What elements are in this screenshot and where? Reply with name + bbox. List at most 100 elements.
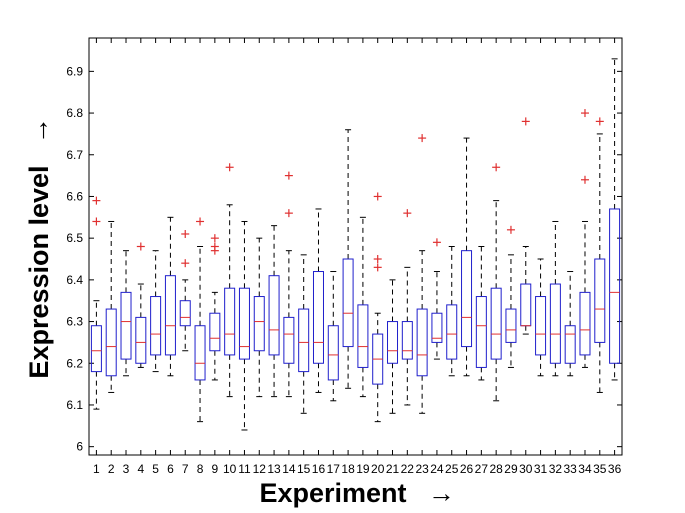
x-tick-label: 17 xyxy=(327,462,341,476)
y-tick-label: 6.9 xyxy=(66,64,83,78)
outlier-marker xyxy=(210,242,219,251)
x-tick-label: 22 xyxy=(401,462,415,476)
box-iqr xyxy=(609,208,621,364)
x-tick-label: 7 xyxy=(182,462,189,476)
box-iqr xyxy=(194,325,206,381)
box-experiment-3 xyxy=(120,250,132,377)
y-tick-label: 6.2 xyxy=(66,356,83,370)
y-tick-label: 6.6 xyxy=(66,189,83,203)
box-experiment-33 xyxy=(564,271,576,377)
box-iqr xyxy=(505,308,517,343)
box-iqr xyxy=(298,308,310,373)
box-iqr xyxy=(342,258,354,348)
box-iqr xyxy=(357,304,369,368)
x-axis-arrow-glyph: → xyxy=(428,478,455,508)
y-tick-label: 6.1 xyxy=(66,398,83,412)
x-tick-label: 32 xyxy=(549,462,563,476)
box-iqr xyxy=(164,275,176,356)
x-tick-label: 27 xyxy=(475,462,489,476)
outlier-marker xyxy=(373,192,382,201)
box-iqr xyxy=(490,287,502,360)
x-tick-label: 35 xyxy=(593,462,607,476)
plot-area xyxy=(88,37,623,456)
x-tick-label: 31 xyxy=(534,462,548,476)
plot-border xyxy=(88,37,623,456)
outlier-marker xyxy=(284,209,293,218)
x-tick-label: 8 xyxy=(197,462,204,476)
x-tick-label: 33 xyxy=(564,462,578,476)
x-axis-title: Experiment → xyxy=(259,478,455,508)
x-tick-label: 36 xyxy=(608,462,622,476)
box-iqr xyxy=(520,283,532,327)
x-tick-label: 12 xyxy=(253,462,267,476)
x-tick-label: 11 xyxy=(238,462,251,476)
x-tick-label: 16 xyxy=(312,462,326,476)
box-experiment-11 xyxy=(238,220,250,431)
y-tick-label: 6 xyxy=(76,440,83,454)
box-experiment-17 xyxy=(327,271,339,402)
box-experiment-26 xyxy=(461,137,473,377)
box-experiment-22 xyxy=(401,209,413,406)
boxes-layer xyxy=(90,58,621,431)
box-experiment-9 xyxy=(209,234,221,381)
box-iqr xyxy=(312,271,324,364)
box-experiment-12 xyxy=(253,237,265,398)
box-iqr xyxy=(150,296,162,356)
y-tick-label: 6.4 xyxy=(66,273,83,287)
box-experiment-21 xyxy=(387,279,399,414)
box-iqr xyxy=(416,308,428,377)
outlier-marker xyxy=(403,209,412,218)
x-tick-label: 3 xyxy=(123,462,130,476)
box-experiment-16 xyxy=(312,208,324,393)
box-iqr xyxy=(387,321,399,364)
box-experiment-36 xyxy=(609,58,621,381)
box-iqr xyxy=(209,312,221,352)
box-experiment-34 xyxy=(579,109,591,368)
box-experiment-30 xyxy=(520,117,532,335)
box-experiment-7 xyxy=(179,229,191,352)
x-tick-label: 13 xyxy=(267,462,281,476)
outlier-marker xyxy=(373,255,382,264)
y-axis-title: Expression level → xyxy=(24,117,54,379)
box-experiment-32 xyxy=(549,220,561,377)
x-tick-label: 1 xyxy=(93,462,100,476)
outlier-marker xyxy=(580,175,589,184)
box-iqr xyxy=(549,283,561,364)
y-axis-label: Expression level xyxy=(24,165,54,378)
box-iqr xyxy=(120,291,132,360)
box-experiment-24 xyxy=(431,238,443,360)
outlier-marker xyxy=(284,171,293,180)
x-tick-label: 23 xyxy=(415,462,429,476)
x-tick-label: 30 xyxy=(519,462,533,476)
y-tick-label: 6.3 xyxy=(66,315,83,329)
box-iqr xyxy=(327,325,339,381)
box-iqr xyxy=(535,296,547,356)
box-experiment-4 xyxy=(135,242,147,368)
outlier-marker xyxy=(210,234,219,243)
box-experiment-1 xyxy=(90,196,102,410)
x-tick-label: 24 xyxy=(430,462,444,476)
box-iqr xyxy=(283,316,295,364)
box-experiment-29 xyxy=(505,225,517,368)
outlier-marker xyxy=(181,259,190,268)
box-iqr xyxy=(135,316,147,364)
x-tick-label: 2 xyxy=(108,462,115,476)
box-experiment-10 xyxy=(224,163,236,398)
box-iqr xyxy=(475,296,487,368)
y-tick-label: 6.8 xyxy=(66,106,83,120)
box-iqr xyxy=(564,325,576,364)
box-experiment-28 xyxy=(490,163,502,402)
x-tick-label: 20 xyxy=(371,462,385,476)
box-experiment-35 xyxy=(594,117,606,393)
x-tick-label: 6 xyxy=(167,462,174,476)
outlier-marker xyxy=(521,117,530,126)
x-tick-label: 5 xyxy=(152,462,159,476)
box-experiment-19 xyxy=(357,216,369,398)
outlier-marker xyxy=(225,163,234,172)
x-tick-label: 18 xyxy=(341,462,355,476)
box-experiment-20 xyxy=(372,192,384,423)
outlier-marker xyxy=(92,196,101,205)
outlier-marker xyxy=(373,263,382,272)
box-experiment-18 xyxy=(342,129,354,389)
